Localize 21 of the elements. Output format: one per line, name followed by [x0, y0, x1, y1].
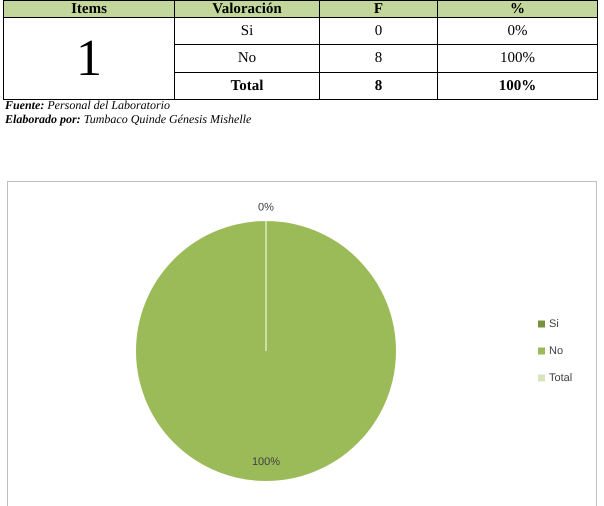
text: Items	[4, 0, 174, 18]
text: 0%	[258, 202, 274, 214]
legend-label: No	[549, 345, 564, 358]
data-label: 100%	[252, 456, 280, 468]
text: %	[438, 0, 598, 18]
text: No	[174, 44, 320, 72]
text: 1	[4, 18, 174, 100]
text: Si	[174, 18, 320, 44]
text: 100%	[438, 44, 598, 72]
text: 8	[320, 72, 438, 100]
text: F	[320, 0, 438, 18]
text: Valoración	[174, 0, 320, 18]
text: Total	[174, 72, 320, 100]
text: 100%	[438, 72, 598, 100]
legend-label: Si	[549, 318, 559, 330]
text: Elaborado por: Tumbaco Quinde Génesis Mishelle	[5, 112, 252, 126]
source-note: Fuente: Personal del Laboratorio	[5, 98, 170, 112]
text: 8	[320, 44, 438, 72]
text: 0%	[438, 18, 598, 44]
text: 0	[320, 18, 438, 44]
legend-label: Total	[549, 372, 572, 384]
